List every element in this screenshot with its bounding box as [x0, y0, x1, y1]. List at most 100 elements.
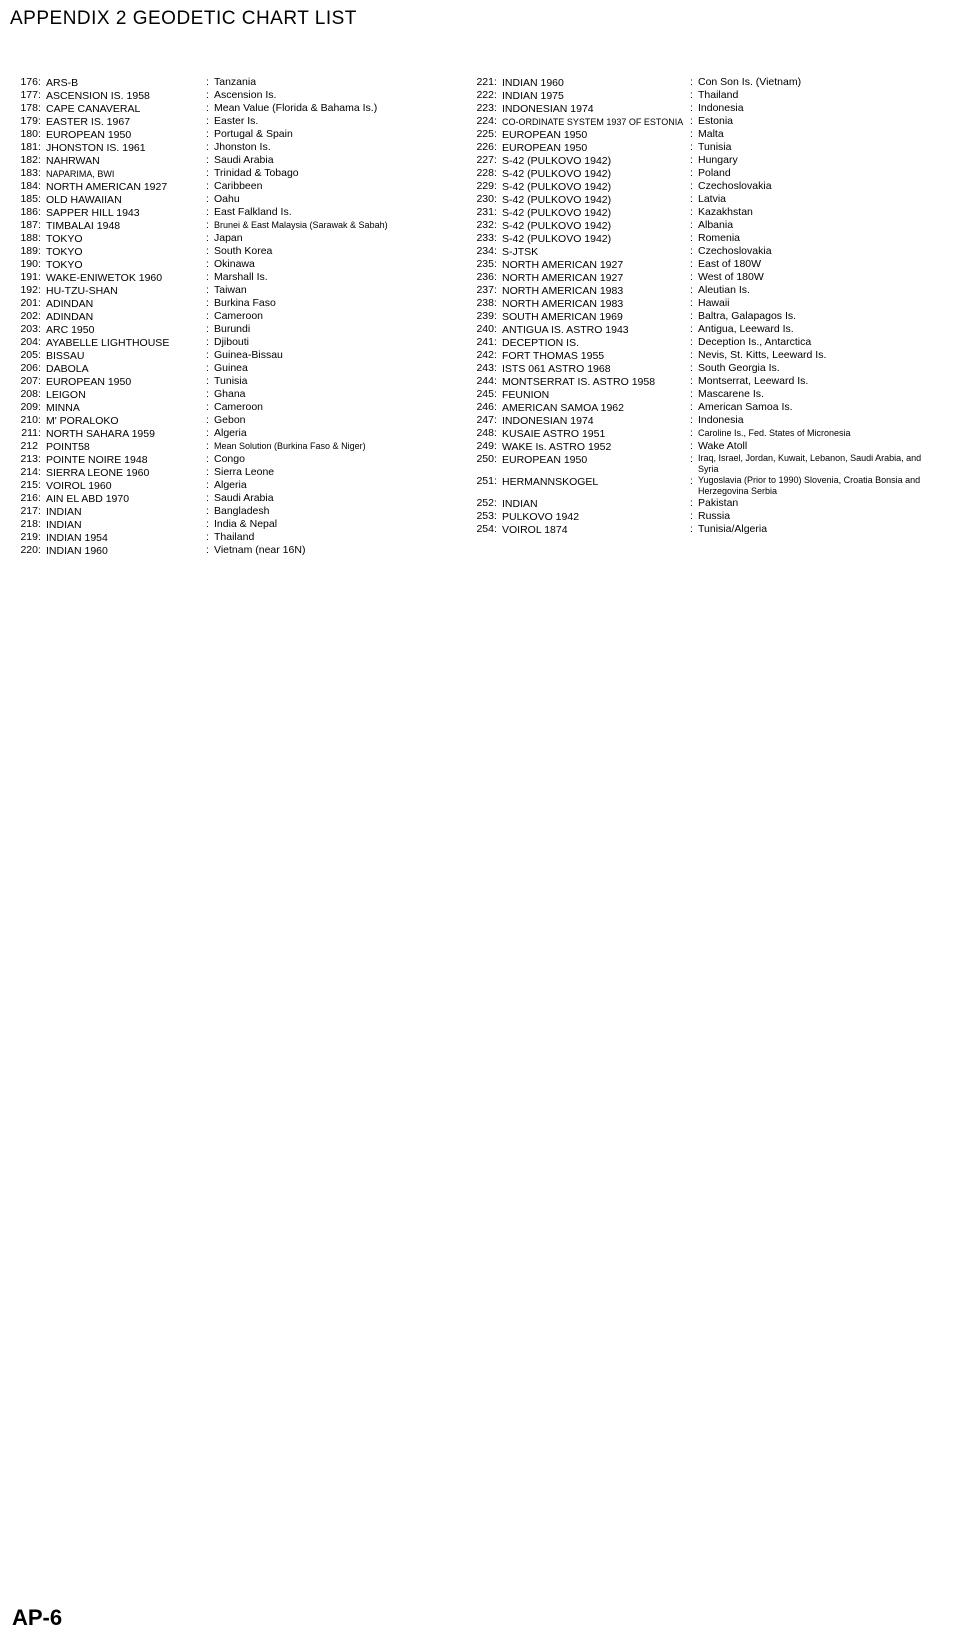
- item-desc: Jhonston Is.: [214, 141, 271, 153]
- item-desc: Marshall Is.: [214, 271, 268, 283]
- item-desc: Wake Atoll: [698, 440, 747, 452]
- item-name: NORTH AMERICAN 1983: [502, 298, 623, 310]
- separator: :: [690, 167, 698, 179]
- separator: :: [494, 453, 502, 465]
- separator: :: [206, 297, 214, 309]
- separator: :: [206, 492, 214, 504]
- list-item: 179:EASTER IS. 1967:Easter Is.: [14, 115, 470, 128]
- list-item: 241:DECEPTION IS.:Deception Is., Antarct…: [470, 336, 946, 349]
- list-item: 206:DABOLA:Guinea: [14, 362, 470, 375]
- item-desc: Hungary: [698, 154, 738, 166]
- separator: :: [206, 232, 214, 244]
- list-item: 208:LEIGON:Ghana: [14, 388, 470, 401]
- item-name: NORTH AMERICAN 1927: [46, 181, 167, 193]
- item-number: 227: [470, 154, 494, 166]
- item-desc: Con Son Is. (Vietnam): [698, 76, 801, 88]
- separator: :: [494, 206, 502, 218]
- item-desc: Pakistan: [698, 497, 738, 509]
- item-desc: Oahu: [214, 193, 240, 205]
- item-number: 234: [470, 245, 494, 257]
- separator: :: [206, 258, 214, 270]
- item-name: ANTIGUA IS. ASTRO 1943: [502, 324, 629, 336]
- separator: :: [206, 440, 214, 452]
- list-item: 235:NORTH AMERICAN 1927:East of 180W: [470, 258, 946, 271]
- item-number: 178: [14, 102, 38, 114]
- separator: :: [690, 323, 698, 335]
- list-item: 249:WAKE Is. ASTRO 1952:Wake Atoll: [470, 440, 946, 453]
- separator: :: [690, 497, 698, 509]
- item-name: PULKOVO 1942: [502, 511, 579, 523]
- separator: :: [494, 362, 502, 374]
- item-number: 207: [14, 375, 38, 387]
- list-item: 201:ADINDAN:Burkina Faso: [14, 297, 470, 310]
- separator: :: [206, 427, 214, 439]
- separator: :: [494, 401, 502, 413]
- separator: :: [690, 453, 698, 465]
- item-number: 236: [470, 271, 494, 283]
- list-item: 189:TOKYO:South Korea: [14, 245, 470, 258]
- item-name: TOKYO: [46, 233, 83, 245]
- item-name: HU-TZU-SHAN: [46, 285, 118, 297]
- separator: :: [38, 362, 46, 374]
- item-number: 211: [14, 427, 38, 439]
- list-item: 192:HU-TZU-SHAN:Taiwan: [14, 284, 470, 297]
- item-name: AIN EL ABD 1970: [46, 493, 129, 505]
- separator: :: [206, 167, 214, 179]
- item-name: INDONESIAN 1974: [502, 415, 594, 427]
- item-desc: Nevis, St. Kitts, Leeward Is.: [698, 349, 826, 361]
- item-desc: Thailand: [214, 531, 254, 543]
- item-desc: Aleutian Is.: [698, 284, 750, 296]
- item-number: 189: [14, 245, 38, 257]
- separator: :: [206, 115, 214, 127]
- item-number: 185: [14, 193, 38, 205]
- item-desc: Bangladesh: [214, 505, 269, 517]
- separator: :: [206, 531, 214, 543]
- item-number: 177: [14, 89, 38, 101]
- item-desc: Ascension Is.: [214, 89, 276, 101]
- item-name: KUSAIE ASTRO 1951: [502, 428, 605, 440]
- separator: :: [206, 193, 214, 205]
- item-desc: Indonesia: [698, 414, 744, 426]
- separator: :: [38, 115, 46, 127]
- list-item: 185:OLD HAWAIIAN:Oahu: [14, 193, 470, 206]
- separator: :: [206, 323, 214, 335]
- separator: :: [494, 388, 502, 400]
- separator: :: [206, 362, 214, 374]
- separator: :: [494, 310, 502, 322]
- left-column: 176:ARS-B:Tanzania177:ASCENSION IS. 1958…: [14, 76, 470, 557]
- item-desc: Mean Value (Florida & Bahama Is.): [214, 102, 377, 114]
- item-desc: Tunisia: [214, 375, 247, 387]
- item-number: 192: [14, 284, 38, 296]
- page-number: AP-6: [12, 1605, 62, 1631]
- separator: :: [206, 505, 214, 517]
- item-number: 216: [14, 492, 38, 504]
- list-item: 225:EUROPEAN 1950:Malta: [470, 128, 946, 141]
- list-item: 211:NORTH SAHARA 1959:Algeria: [14, 427, 470, 440]
- item-desc: Estonia: [698, 115, 733, 127]
- list-item: 186:SAPPER HILL 1943:East Falkland Is.: [14, 206, 470, 219]
- list-item: 254:VOIROL 1874:Tunisia/Algeria: [470, 523, 946, 536]
- item-desc: Mascarene Is.: [698, 388, 764, 400]
- item-desc: Trinidad & Tobago: [214, 167, 299, 179]
- separator: :: [494, 297, 502, 309]
- separator: :: [38, 414, 46, 426]
- item-desc: Indonesia: [698, 102, 744, 114]
- list-item: 181:JHONSTON IS. 1961:Jhonston Is.: [14, 141, 470, 154]
- item-desc: Ghana: [214, 388, 246, 400]
- item-desc: Thailand: [698, 89, 738, 101]
- separator: :: [690, 128, 698, 140]
- separator: :: [494, 102, 502, 114]
- separator: :: [38, 167, 46, 179]
- list-item: 252:INDIAN:Pakistan: [470, 497, 946, 510]
- separator: :: [494, 475, 502, 487]
- item-number: 191: [14, 271, 38, 283]
- list-item: 243:ISTS 061 ASTRO 1968:South Georgia Is…: [470, 362, 946, 375]
- item-desc: Tunisia/Algeria: [698, 523, 767, 535]
- item-desc: Mean Solution (Burkina Faso & Niger): [214, 440, 366, 452]
- list-item: 240:ANTIGUA IS. ASTRO 1943:Antigua, Leew…: [470, 323, 946, 336]
- separator: :: [38, 206, 46, 218]
- item-name: INDIAN: [502, 498, 538, 510]
- item-desc: Saudi Arabia: [214, 492, 274, 504]
- item-number: 205: [14, 349, 38, 361]
- list-item: 184:NORTH AMERICAN 1927:Caribbeen: [14, 180, 470, 193]
